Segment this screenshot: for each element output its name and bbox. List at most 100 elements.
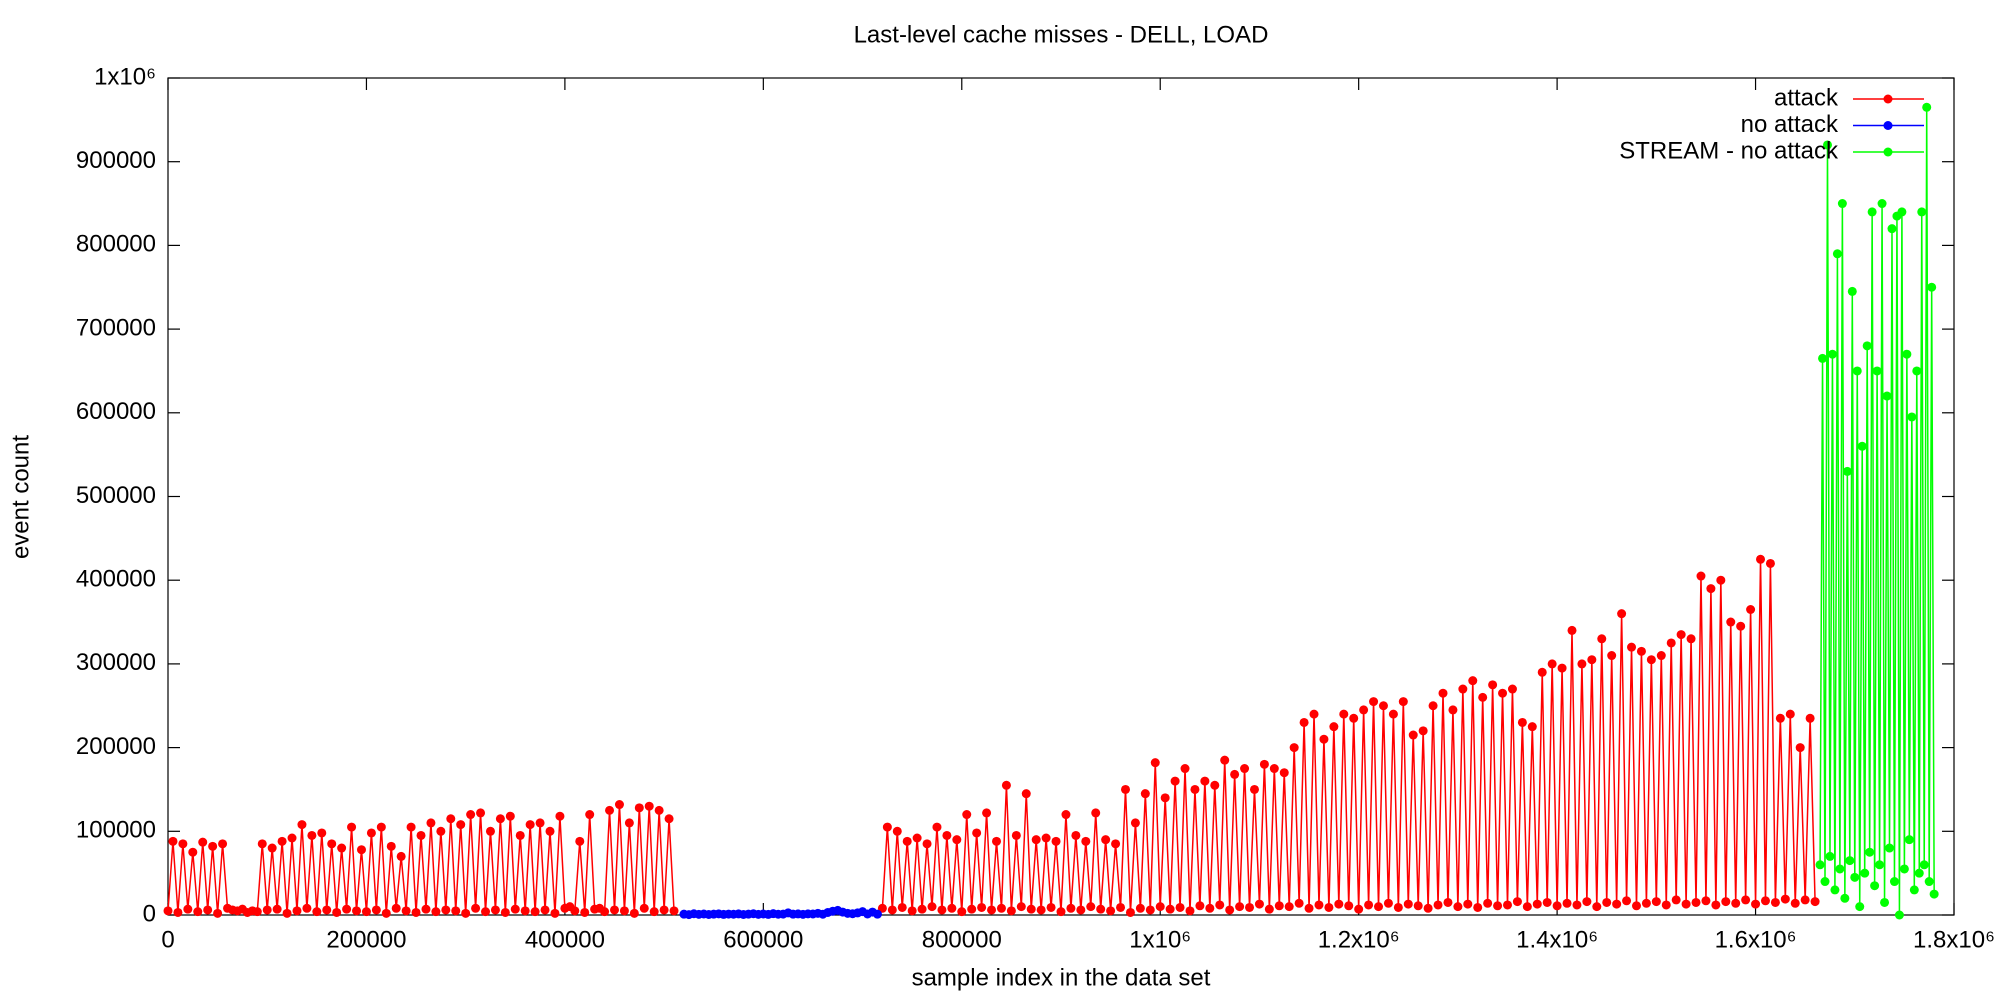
data-point [1552, 901, 1562, 911]
data-point [1627, 642, 1637, 652]
data-point [451, 906, 461, 916]
y-tick-label: 800000 [76, 231, 156, 258]
data-point [1547, 659, 1557, 669]
data-point [1076, 905, 1086, 915]
data-point [1170, 776, 1180, 786]
data-point [639, 903, 649, 913]
data-point [550, 908, 560, 918]
data-point [1582, 897, 1592, 907]
data-point [1867, 207, 1877, 217]
y-tick-label: 700000 [76, 314, 156, 341]
data-point [540, 905, 550, 915]
data-point [897, 902, 907, 912]
data-point [1125, 907, 1135, 917]
data-point [1641, 898, 1651, 908]
data-point [1522, 902, 1532, 912]
data-point [654, 805, 664, 815]
x-tick-label: 1.8x10⁶ [1913, 926, 1995, 953]
data-point [1810, 897, 1820, 907]
data-point [1378, 701, 1388, 711]
data-point [1254, 899, 1264, 909]
x-axis-label: sample index in the data set [912, 964, 1211, 991]
data-point [1837, 199, 1847, 209]
x-tick-label: 600000 [723, 926, 803, 953]
data-point [570, 906, 580, 916]
data-point [605, 805, 615, 815]
y-tick-label: 300000 [76, 649, 156, 676]
data-point [347, 822, 357, 832]
data-point [1731, 898, 1741, 908]
data-point [1289, 743, 1299, 753]
data-point [1872, 366, 1882, 376]
data-point [1612, 899, 1622, 909]
data-point [1398, 697, 1408, 707]
y-axis-label: event count [7, 435, 34, 559]
x-tick-label: 800000 [922, 926, 1002, 953]
data-point [307, 830, 317, 840]
data-point [1001, 780, 1011, 790]
data-point [649, 907, 659, 917]
data-point [580, 907, 590, 917]
data-point [1671, 895, 1681, 905]
data-point [193, 907, 203, 917]
data-point [1160, 793, 1170, 803]
data-point [1190, 784, 1200, 794]
data-point [1696, 571, 1706, 581]
data-point [907, 906, 917, 916]
data-point [1760, 896, 1770, 906]
data-point [1775, 713, 1785, 723]
data-point [610, 905, 619, 915]
data-point [1096, 904, 1106, 914]
data-point [1666, 638, 1676, 648]
data-point [1106, 906, 1116, 916]
data-point [1862, 341, 1872, 351]
data-point [446, 814, 456, 824]
data-point [1587, 655, 1597, 665]
data-point [1319, 734, 1329, 744]
data-point [1800, 895, 1810, 905]
data-point [1651, 897, 1661, 907]
data-point [1532, 899, 1542, 909]
data-point [406, 822, 416, 832]
data-point [1423, 903, 1433, 913]
data-point [188, 847, 198, 857]
data-point [1885, 843, 1895, 853]
data-point [213, 908, 223, 918]
data-point [1706, 584, 1716, 594]
data-point [1857, 441, 1867, 451]
data-point [669, 906, 679, 916]
data-point [1493, 901, 1503, 911]
data-point [515, 830, 525, 840]
data-point [957, 907, 967, 917]
data-point [922, 839, 932, 849]
data-point [1676, 630, 1686, 640]
data-point [1889, 877, 1899, 887]
data-point [1210, 780, 1220, 790]
data-point [659, 905, 669, 915]
data-point [1066, 903, 1076, 913]
data-point [1299, 717, 1309, 727]
data-point [1453, 902, 1463, 912]
data-point [1850, 872, 1860, 882]
y-tick-label: 600000 [76, 398, 156, 425]
data-point [1537, 667, 1547, 677]
data-point [441, 905, 451, 915]
data-point [1897, 207, 1907, 217]
data-point [1458, 684, 1468, 694]
data-point [386, 841, 396, 851]
data-point [1780, 894, 1790, 904]
data-point [1016, 902, 1026, 912]
data-point [173, 907, 183, 917]
data-point [476, 808, 486, 818]
data-point [927, 902, 937, 912]
data-point [1716, 575, 1726, 585]
data-point [356, 845, 366, 855]
data-point [262, 905, 272, 915]
data-point [1374, 902, 1384, 912]
y-tick-label: 400000 [76, 566, 156, 593]
data-point [1904, 835, 1914, 845]
data-point [952, 835, 962, 845]
chart-title: Last-level cache misses - DELL, LOAD [854, 21, 1269, 48]
data-point [376, 822, 386, 832]
